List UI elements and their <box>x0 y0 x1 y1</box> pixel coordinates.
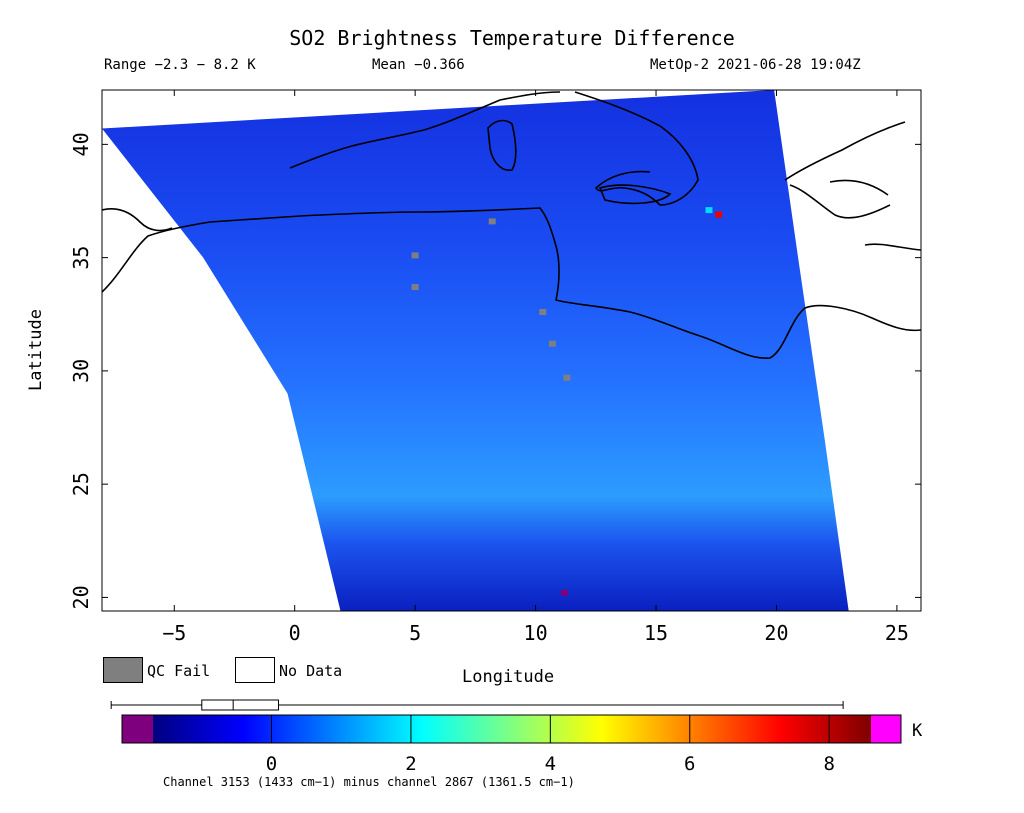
coastline-north-africa <box>102 207 921 359</box>
data-pixel <box>715 211 723 218</box>
no-data-label: No Data <box>279 662 343 680</box>
x-tick-label: 0 <box>289 621 301 645</box>
plot-frame <box>101 89 922 612</box>
data-pixel <box>539 309 547 315</box>
coastline-europe <box>289 91 561 169</box>
x-tick-label: 20 <box>764 621 788 645</box>
coastline-greece <box>784 121 921 251</box>
data-pixel <box>411 284 419 291</box>
data-swath <box>102 90 849 611</box>
y-tick-label: 35 <box>69 246 93 270</box>
y-tick-label: 30 <box>69 359 93 383</box>
qc-fail-swatch <box>103 657 143 683</box>
data-pixel <box>563 374 571 381</box>
data-pixel <box>561 589 568 596</box>
coastline-sicily <box>598 184 672 205</box>
x-tick-label: 10 <box>524 621 548 645</box>
colorbar-frame <box>121 714 902 744</box>
colorbar-under <box>122 715 153 743</box>
y-axis-label: Latitude <box>26 309 46 391</box>
coastline-iberia <box>102 207 173 232</box>
x-tick-label: 5 <box>409 621 421 645</box>
colorbar-units: K <box>912 721 923 741</box>
colorbar-tick-label: 6 <box>684 753 695 775</box>
colorbar-tick-label: 4 <box>545 753 556 775</box>
coastline-italy <box>574 91 699 206</box>
data-pixel <box>548 340 556 347</box>
coastline-sardinia <box>487 119 517 171</box>
pixel-features <box>411 207 723 596</box>
chart-title: SO2 Brightness Temperature Difference <box>289 26 735 50</box>
colorbar: 0 2 4 6 8 <box>121 714 902 775</box>
x-axis-label: Longitude <box>462 667 555 687</box>
y-tick-label: 40 <box>69 132 93 156</box>
no-data-swatch <box>235 657 275 683</box>
colorbar-tick-label: 0 <box>266 753 277 775</box>
swath-layer <box>102 90 921 611</box>
y-tick-label: 25 <box>69 472 93 496</box>
range-readout: Range −2.3 − 8.2 K <box>104 57 256 73</box>
colorbar-over <box>871 715 901 743</box>
x-tick-label: 25 <box>885 621 909 645</box>
colorbar-gradient <box>153 715 871 743</box>
x-tick-label: −5 <box>162 621 186 645</box>
coastlines <box>102 91 921 359</box>
data-pixel <box>488 218 496 225</box>
colorbar-caption: Channel 3153 (1433 cm−1) minus channel 2… <box>163 775 575 789</box>
qc-fail-label: QC Fail <box>147 662 211 680</box>
colorbar-boxplot <box>110 699 844 711</box>
colorbar-ticks: 0 2 4 6 8 <box>266 715 835 775</box>
satellite-timestamp: MetOp-2 2021-06-28 19:04Z <box>650 57 861 73</box>
x-axis-ticks: −5 0 5 10 15 20 25 <box>162 90 909 645</box>
x-tick-label: 15 <box>644 621 668 645</box>
colorbar-tick-label: 8 <box>823 753 834 775</box>
mean-readout: Mean −0.366 <box>372 57 465 73</box>
data-pixel <box>705 207 713 214</box>
y-tick-label: 20 <box>69 585 93 609</box>
data-pixel <box>411 252 419 259</box>
y-axis-ticks: 20 25 30 35 40 <box>69 132 921 609</box>
colorbar-tick-label: 2 <box>405 753 416 775</box>
